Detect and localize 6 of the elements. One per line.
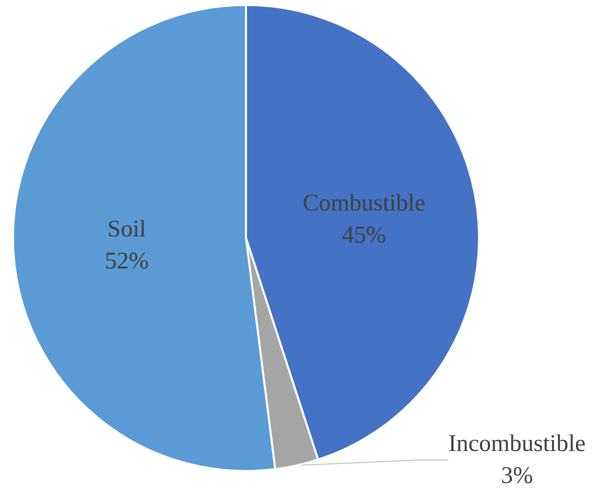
data-label: 52% <box>104 248 149 275</box>
slice-label: Combustible <box>302 190 426 216</box>
slice-label: Incombustible <box>448 431 586 457</box>
data-label: 3% <box>501 463 533 489</box>
slice-label: Soil <box>107 216 146 243</box>
data-label: 45% <box>342 222 386 248</box>
